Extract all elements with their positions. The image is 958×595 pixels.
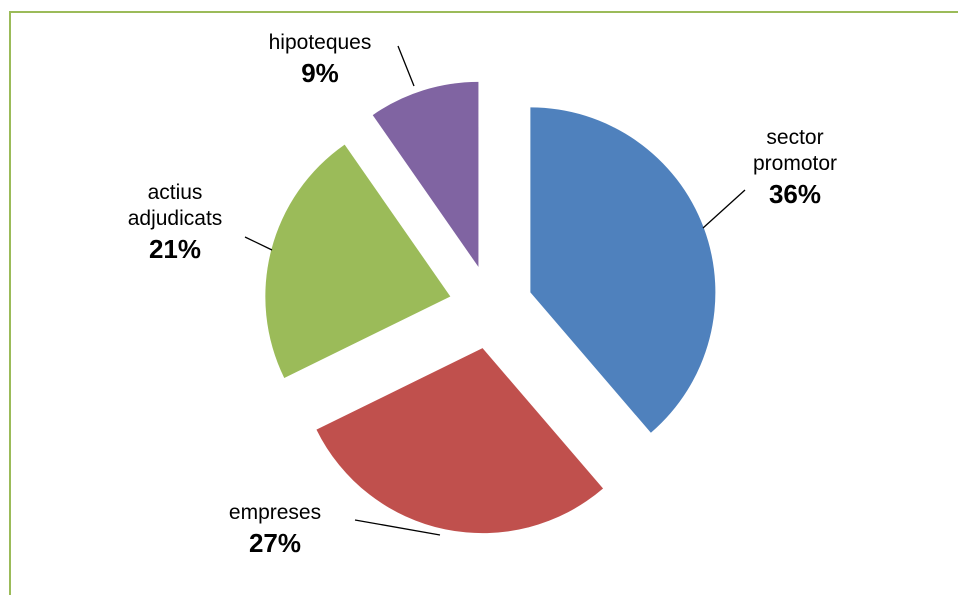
category-label: sector promotor bbox=[752, 126, 838, 175]
leader-line bbox=[244, 236, 273, 251]
data-label: hipoteques 9% bbox=[235, 30, 405, 90]
pie-slice bbox=[372, 81, 479, 267]
category-label: empreses bbox=[228, 501, 322, 524]
category-label: hipoteques bbox=[268, 31, 372, 54]
pie-slice bbox=[316, 348, 604, 534]
leader-line bbox=[397, 45, 415, 87]
frame bbox=[9, 11, 958, 595]
pie-slice bbox=[530, 107, 716, 433]
value-label: 27% bbox=[248, 528, 302, 558]
leader-line bbox=[702, 189, 746, 229]
data-label: empreses 27% bbox=[195, 500, 355, 560]
leader-line bbox=[354, 519, 441, 536]
value-label: 9% bbox=[301, 58, 339, 88]
value-label: 21% bbox=[148, 234, 202, 264]
data-label: actius adjudicats 21% bbox=[105, 180, 245, 266]
data-label: sector promotor 36% bbox=[725, 125, 865, 211]
category-label: actius adjudicats bbox=[127, 181, 223, 230]
value-label: 36% bbox=[768, 179, 822, 209]
pie-slice bbox=[265, 144, 451, 378]
